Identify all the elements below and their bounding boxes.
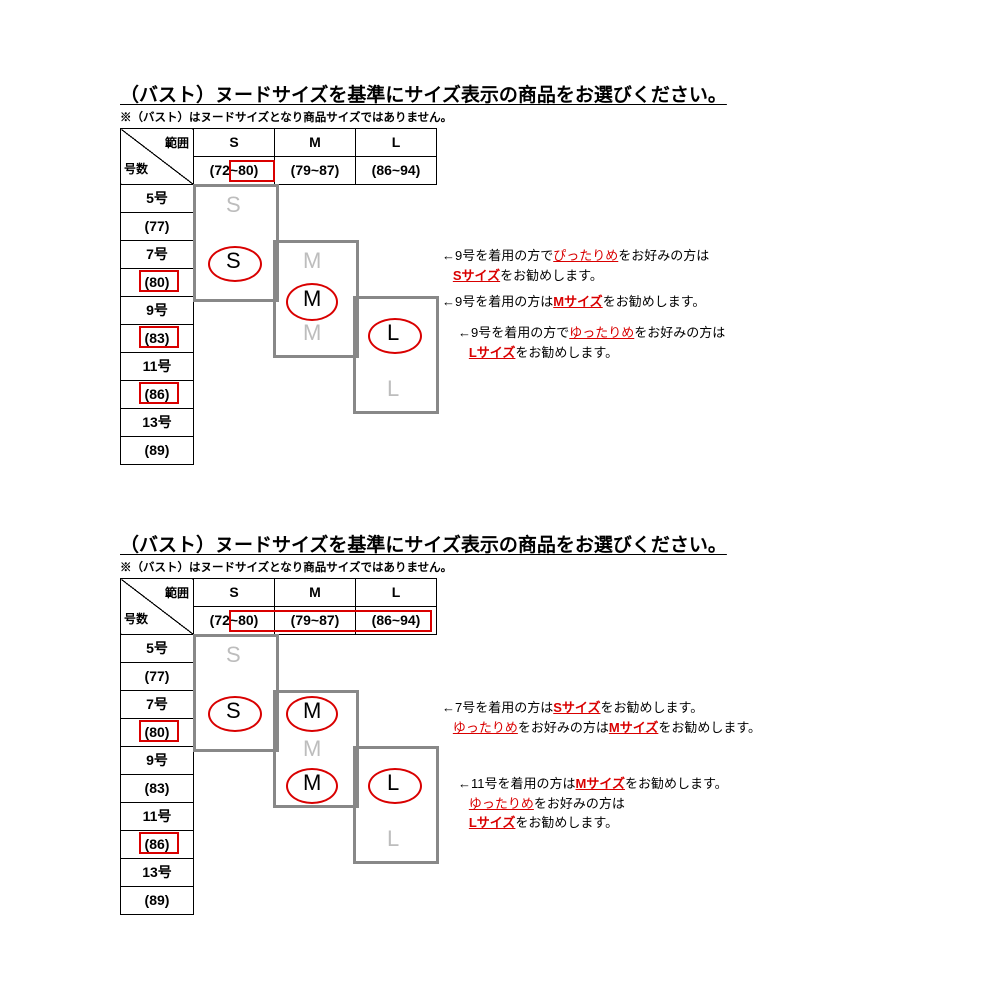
note-3: ←9号を着用の方でゆったりめをお好みの方は Lサイズをお勧めします。 (458, 323, 725, 362)
row-9v: (83) (121, 325, 194, 353)
range-l: (86~94) (356, 157, 437, 185)
size-table: 範囲 号数 S M L (72~80) (79~87) (86~94) 5号 (… (120, 128, 437, 465)
range-m: (79~87) (275, 157, 356, 185)
size-col-l: L (356, 129, 437, 157)
sel-s: S (226, 248, 241, 274)
note-1: ←9号を着用の方でぴったりめをお好みの方は Sサイズをお勧めします。 (442, 246, 709, 285)
fade-m-bot: M (303, 320, 321, 346)
sel-m: M (303, 286, 321, 312)
section-subtitle-2: ※（バスト）はヌードサイズとなり商品サイズではありません。 (120, 559, 900, 575)
row-7v: (80) (121, 269, 194, 297)
size-table-2: 範囲 号数 S M L (72~80) (79~87) (86~94) 5号 (… (120, 578, 437, 915)
section-title-2: （バスト）ヌードサイズを基準にサイズ表示の商品をお選びください。 (120, 530, 900, 557)
row-5: 5号 (121, 185, 194, 213)
section-subtitle: ※（バスト）はヌードサイズとなり商品サイズではありません。 (120, 109, 900, 125)
row-5v: (77) (121, 213, 194, 241)
row-9: 9号 (121, 297, 194, 325)
row-13v: (89) (121, 437, 194, 465)
row-11v: (86) (121, 381, 194, 409)
row-13: 13号 (121, 409, 194, 437)
diag-header: 範囲 号数 (121, 129, 194, 185)
size-col-m: M (275, 129, 356, 157)
fade-s-top: S (226, 192, 241, 218)
note-2b: ←11号を着用の方はMサイズをお勧めします。 ゆったりめをお好みの方は Lサイズ… (458, 774, 728, 833)
row-11: 11号 (121, 353, 194, 381)
range-s: (72~80) (194, 157, 275, 185)
fade-m-top: M (303, 248, 321, 274)
section-title: （バスト）ヌードサイズを基準にサイズ表示の商品をお選びください。 (120, 80, 900, 107)
size-col-s: S (194, 129, 275, 157)
size-chart-section-1: （バスト）ヌードサイズを基準にサイズ表示の商品をお選びください。 ※（バスト）は… (120, 80, 900, 465)
sel-l: L (387, 320, 399, 346)
note-2a: ←7号を着用の方はSサイズをお勧めします。 ゆったりめをお好みの方はMサイズをお… (442, 698, 761, 737)
fade-l-bot: L (387, 376, 399, 402)
size-chart-section-2: （バスト）ヌードサイズを基準にサイズ表示の商品をお選びください。 ※（バスト）は… (120, 530, 900, 915)
size-grid: 範囲 号数 S M L (72~80) (79~87) (86~94) 5号 (… (120, 128, 900, 465)
row-7: 7号 (121, 241, 194, 269)
note-2: ←9号を着用の方はMサイズをお勧めします。 (442, 292, 705, 312)
diag-header-2: 範囲 号数 (121, 579, 194, 635)
size-grid-2: 範囲 号数 S M L (72~80) (79~87) (86~94) 5号 (… (120, 578, 900, 915)
